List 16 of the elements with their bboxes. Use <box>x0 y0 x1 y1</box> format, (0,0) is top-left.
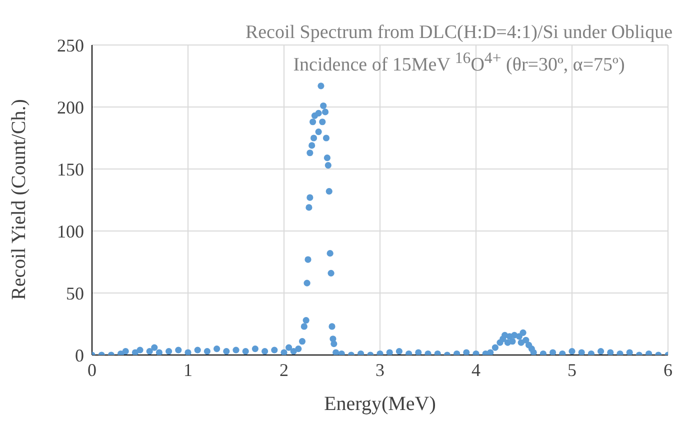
x-tick-label: 0 <box>88 360 96 380</box>
y-tick-label: 100 <box>57 221 84 242</box>
chart-title: Recoil Spectrum from DLC(H:D=4:1)/Si under Oblique Incidence of 15MeV $^{16}$O$^{4+}$ (θr=30º, α=75º) <box>244 21 674 78</box>
x-tick-label: 4 <box>472 360 480 380</box>
x-tick-label: 5 <box>568 360 576 380</box>
y-tick-label: 50 <box>66 283 84 304</box>
x-tick-label: 3 <box>376 360 384 380</box>
y-axis-title: Recoil Yield (Count/Ch.) <box>8 99 30 300</box>
y-tick-label: 0 <box>75 345 84 366</box>
x-tick-label: 2 <box>280 360 288 380</box>
x-tick-label: 1 <box>184 360 192 380</box>
x-axis-title: Energy(MeV) <box>324 393 436 415</box>
y-tick-label: 200 <box>57 97 84 118</box>
y-tick-label: 250 <box>57 35 84 56</box>
y-tick-label: 150 <box>57 159 84 180</box>
x-tick-label: 6 <box>664 360 672 380</box>
